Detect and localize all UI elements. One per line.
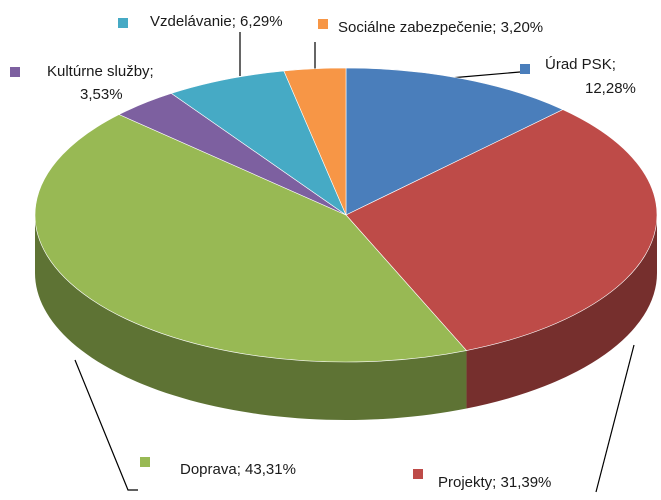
data-label: Vzdelávanie; 6,29% [150,13,283,30]
data-label: 3,53% [80,86,123,103]
data-label: Doprava; 43,31% [180,461,296,478]
slice-side [35,215,467,420]
data-label: Projekty; 31,39% [438,474,551,491]
data-label: Úrad PSK; [545,56,616,73]
data-label: Sociálne zabezpečenie; 3,20% [338,19,543,36]
leader-line [449,71,521,79]
legend-key [520,64,530,74]
legend-key [10,67,20,77]
leader-line [595,344,635,493]
data-label: Kultúrne služby; [47,63,154,80]
pie [34,67,658,420]
legend-key [413,469,423,479]
leader-lines [74,32,635,493]
slice [345,109,658,351]
slice [170,70,347,216]
data-label: 12,28% [585,80,636,97]
legend-key [318,19,328,29]
legend-key [140,457,150,467]
leader-line [74,359,138,491]
slice-side [466,215,657,409]
legend-key [118,18,128,28]
slice [34,114,468,363]
slice [345,67,564,216]
slice [283,67,347,216]
